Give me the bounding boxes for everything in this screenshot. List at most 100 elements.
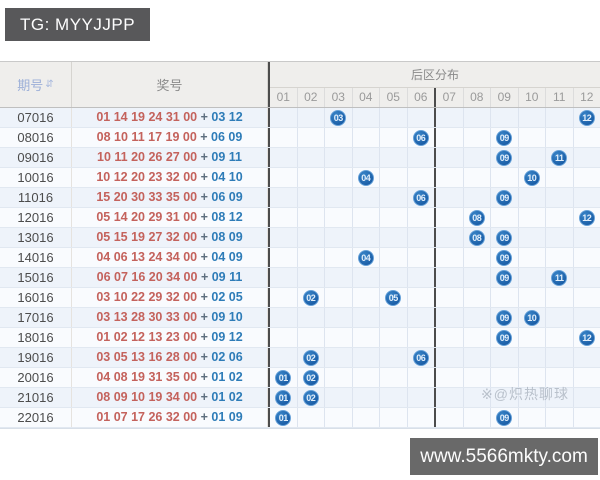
table-row: 13016 05 15 19 27 32 00 + 08 09 08 09 — [0, 228, 600, 248]
distribution-cells: 04 10 — [268, 168, 600, 187]
distribution-cell — [296, 108, 325, 127]
front-numbers: 10 11 20 26 27 00 — [97, 150, 201, 164]
distribution-cells: 08 12 — [268, 208, 600, 227]
distribution-cell: 08 — [462, 228, 491, 247]
distribution-cell — [351, 368, 380, 387]
distribution-cell — [406, 208, 435, 227]
column-header-10: 10 — [517, 88, 546, 107]
distribution-cell — [434, 248, 463, 267]
distribution-cell — [545, 348, 573, 367]
distribution-cell: 08 — [462, 208, 491, 227]
prize-cell: 03 05 13 16 28 00 + 02 06 — [72, 348, 268, 367]
back-numbers: 04 10 — [211, 170, 243, 184]
back-numbers: 09 11 — [211, 150, 242, 164]
issue-cell: 17016 — [0, 308, 72, 327]
distribution-cell — [270, 108, 297, 127]
distribution-cell — [296, 228, 325, 247]
table-row: 22016 01 07 17 26 32 00 + 01 09 01 09 — [0, 408, 600, 428]
distribution-cells: 02 06 — [268, 348, 600, 367]
prize-cell: 10 12 20 23 32 00 + 04 10 — [72, 168, 268, 187]
back-numbers: 06 09 — [211, 130, 243, 144]
front-numbers: 04 08 19 31 35 00 — [96, 370, 201, 384]
table-row: 20016 04 08 19 31 35 00 + 01 02 01 02 — [0, 368, 600, 388]
distribution-cell — [270, 328, 297, 347]
front-numbers: 03 13 28 30 33 00 — [96, 310, 201, 324]
front-numbers: 04 06 13 24 34 00 — [96, 250, 201, 264]
distribution-cell — [517, 368, 546, 387]
back-number-ball: 12 — [578, 109, 595, 126]
front-numbers: 05 15 19 27 32 00 — [96, 230, 201, 244]
table-row: 18016 01 02 12 13 23 00 + 09 12 09 12 — [0, 328, 600, 348]
distribution-cell — [324, 168, 352, 187]
prize-cell: 01 14 19 24 31 00 + 03 12 — [72, 108, 268, 127]
distribution-cell — [462, 128, 491, 147]
distribution-cell — [572, 168, 600, 187]
distribution-cell: 11 — [545, 268, 573, 287]
back-number-ball: 06 — [412, 189, 429, 206]
distribution-cell: 02 — [296, 348, 325, 367]
distribution-cell — [462, 148, 491, 167]
distribution-cell — [572, 148, 600, 167]
distribution-cell — [406, 228, 435, 247]
back-number-ball: 03 — [330, 109, 347, 126]
column-header-03: 03 — [324, 88, 352, 107]
distribution-cell — [406, 148, 435, 167]
front-numbers: 10 12 20 23 32 00 — [96, 170, 201, 184]
distribution-cell — [324, 328, 352, 347]
table-row: 09016 10 11 20 26 27 00 + 09 11 09 11 — [0, 148, 600, 168]
prize-cell: 10 11 20 26 27 00 + 09 11 — [72, 148, 268, 167]
back-number-ball: 02 — [302, 289, 319, 306]
distribution-cell — [324, 348, 352, 367]
distribution-cell — [379, 328, 407, 347]
back-number-ball: 09 — [496, 189, 513, 206]
site-url-banner: www.5566mkty.com — [410, 438, 598, 475]
prize-cell: 08 09 10 19 34 00 + 01 02 — [72, 388, 268, 407]
distribution-cells: 01 09 — [268, 408, 600, 427]
back-number-ball: 09 — [496, 129, 513, 146]
distribution-cell — [379, 348, 407, 367]
distribution-cell — [324, 208, 352, 227]
distribution-cell — [324, 228, 352, 247]
distribution-cell — [406, 288, 435, 307]
distribution-cell — [351, 268, 380, 287]
distribution-cell — [379, 268, 407, 287]
distribution-cell — [572, 348, 600, 367]
distribution-cell — [379, 128, 407, 147]
table-header: 期号 ⇵ 奖号 后区分布 01 02 03 04 05 06 07 08 09 10 11 12 — [0, 62, 600, 108]
distribution-cell — [379, 208, 407, 227]
distribution-cell — [545, 308, 573, 327]
distribution-cell — [434, 208, 463, 227]
distribution-cell — [490, 348, 518, 367]
issue-column-header[interactable]: 期号 ⇵ — [0, 62, 72, 107]
table-row: 21016 08 09 10 19 34 00 + 01 02 01 02 — [0, 388, 600, 408]
prize-cell: 01 02 12 13 23 00 + 09 12 — [72, 328, 268, 347]
distribution-cell: 12 — [572, 328, 600, 347]
distribution-cell — [406, 248, 435, 267]
distribution-cell — [545, 248, 573, 267]
table-row: 14016 04 06 13 24 34 00 + 04 09 04 09 — [0, 248, 600, 268]
column-header-08: 08 — [462, 88, 491, 107]
distribution-cell: 09 — [490, 328, 518, 347]
distribution-cell — [462, 268, 491, 287]
distribution-cell — [406, 328, 435, 347]
front-numbers: 08 09 10 19 34 00 — [96, 390, 201, 404]
plus-sign: + — [200, 290, 212, 304]
distribution-cell — [545, 288, 573, 307]
distribution-cell — [296, 408, 325, 427]
distribution-cell — [490, 208, 518, 227]
column-header-06: 06 — [406, 88, 435, 107]
front-numbers: 06 07 16 20 34 00 — [96, 270, 201, 284]
distribution-cells: 01 02 — [268, 388, 600, 407]
back-number-ball: 02 — [302, 369, 319, 386]
plus-sign: + — [200, 350, 212, 364]
distribution-cell — [324, 288, 352, 307]
distribution-cell — [545, 228, 573, 247]
distribution-cell — [490, 368, 518, 387]
issue-header-label: 期号 — [17, 78, 44, 93]
distribution-cell — [462, 308, 491, 327]
table-row: 19016 03 05 13 16 28 00 + 02 06 02 06 — [0, 348, 600, 368]
back-numbers: 03 12 — [211, 110, 243, 124]
back-numbers: 09 10 — [211, 310, 243, 324]
distribution-cell — [462, 108, 491, 127]
distribution-cell: 09 — [490, 188, 518, 207]
